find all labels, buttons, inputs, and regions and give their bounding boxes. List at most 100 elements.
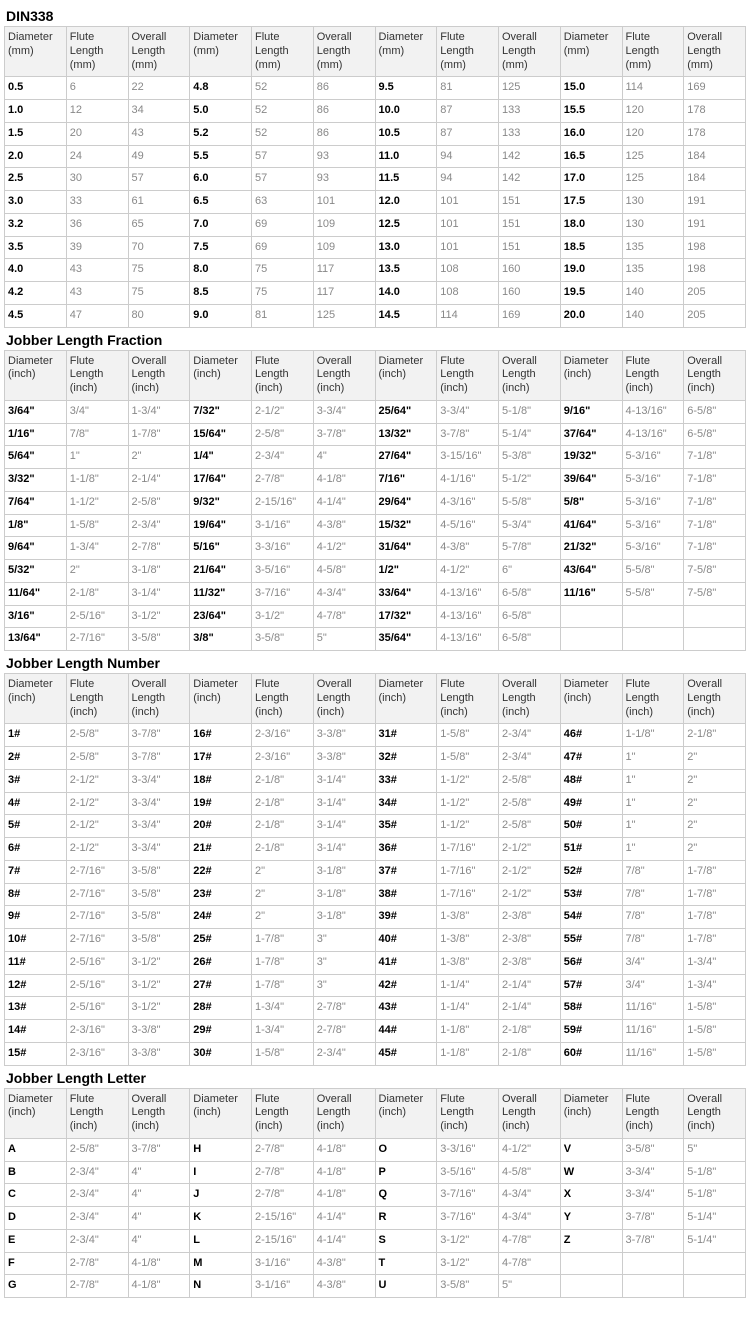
diameter-cell: R [375,1207,437,1230]
value-cell: 151 [499,213,561,236]
value-cell: 2-5/8" [66,747,128,770]
value-cell: 2-7/8" [252,469,314,492]
value-cell: 3-7/8" [313,423,375,446]
value-cell: 191 [684,213,746,236]
diameter-cell: Q [375,1184,437,1207]
col-header: Diameter (inch) [190,1088,252,1138]
table-row: 4.547809.08112514.511416920.0140205 [5,304,746,327]
diameter-cell: 13/64" [5,628,67,651]
diameter-cell: 5/16" [190,537,252,560]
value-cell: 86 [313,100,375,123]
diameter-cell: F [5,1252,67,1275]
value-cell: 86 [313,122,375,145]
value-cell: 4-3/8" [437,537,499,560]
value-cell: 2-7/8" [66,1275,128,1298]
value-cell: 2-1/4" [499,997,561,1020]
value-cell: 1-5/8" [684,997,746,1020]
value-cell: 5-3/16" [622,537,684,560]
value-cell: 3-1/4" [128,582,190,605]
value-cell: 108 [437,259,499,282]
diameter-cell: 5/64" [5,446,67,469]
diameter-cell: 56# [560,951,622,974]
value-cell: 3-5/8" [128,906,190,929]
value-cell: 4-13/16" [622,400,684,423]
diameter-cell: 16# [190,724,252,747]
value-cell: 5-5/8" [622,582,684,605]
value-cell: 34 [128,100,190,123]
value-cell: 3-5/8" [128,860,190,883]
diameter-cell: D [5,1207,67,1230]
diameter-cell: 38# [375,883,437,906]
col-header: Flute Length (inch) [622,1088,684,1138]
value-cell: 5-3/16" [622,446,684,469]
diameter-cell: 43# [375,997,437,1020]
table-row: B2-3/4"4"I2-7/8"4-1/8"P3-5/16"4-5/8"W3-3… [5,1161,746,1184]
value-cell: 2-1/4" [128,469,190,492]
value-cell: 4" [128,1229,190,1252]
value-cell: 6 [66,77,128,100]
value-cell: 1" [622,747,684,770]
value-cell: 43 [66,282,128,305]
diameter-cell: I [190,1161,252,1184]
diameter-cell: 7/32" [190,400,252,423]
diameter-cell: 18.5 [560,236,622,259]
col-header: Diameter (inch) [560,350,622,400]
value-cell: 5-1/2" [499,469,561,492]
value-cell: 3-1/2" [128,605,190,628]
table-row: 4.243758.57511714.010816019.5140205 [5,282,746,305]
value-cell: 2-1/8" [252,769,314,792]
value-cell: 3-7/16" [252,582,314,605]
diameter-cell: 45# [375,1042,437,1065]
value-cell: 3-3/4" [128,792,190,815]
value-cell: 4-1/4" [313,1207,375,1230]
value-cell: 184 [684,168,746,191]
col-header: Diameter (inch) [190,350,252,400]
col-header: Overall Length (inch) [128,350,190,400]
diameter-cell: 3# [5,769,67,792]
value-cell: 57 [128,168,190,191]
col-header: Overall Length (inch) [684,1088,746,1138]
diameter-cell: 25/64" [375,400,437,423]
value-cell: 117 [313,282,375,305]
value-cell: 1-7/8" [684,860,746,883]
value-cell: 125 [313,304,375,327]
diameter-cell: 9/64" [5,537,67,560]
diameter-cell: 7.0 [190,213,252,236]
value-cell: 2-1/2" [66,792,128,815]
value-cell: 3-3/8" [313,747,375,770]
value-cell: 1" [622,815,684,838]
value-cell: 2-3/16" [66,1042,128,1065]
diameter-cell: 43/64" [560,560,622,583]
table-row: G2-7/8"4-1/8"N3-1/16"4-3/8"U3-5/8"5" [5,1275,746,1298]
diameter-cell: 52# [560,860,622,883]
diameter-cell: 59# [560,1020,622,1043]
value-cell: 2-7/8" [252,1184,314,1207]
diameter-cell: 32# [375,747,437,770]
diameter-cell: 6.5 [190,191,252,214]
value-cell: 2-3/8" [499,951,561,974]
value-cell: 86 [313,77,375,100]
value-cell: 69 [252,213,314,236]
value-cell: 5-3/16" [622,491,684,514]
table-row: 1#2-5/8"3-7/8"16#2-3/16"3-3/8"31#1-5/8"2… [5,724,746,747]
value-cell: 4-1/8" [313,1161,375,1184]
value-cell: 1-3/4" [252,1020,314,1043]
table-row: 1/8"1-5/8"2-3/4"19/64"3-1/16"4-3/8"15/32… [5,514,746,537]
diameter-cell: 30# [190,1042,252,1065]
value-cell: 2" [252,906,314,929]
value-cell: 3-3/4" [128,815,190,838]
diameter-cell: 15/64" [190,423,252,446]
diameter-cell: 7.5 [190,236,252,259]
value-cell: 93 [313,168,375,191]
value-cell: 3-5/16" [437,1161,499,1184]
diameter-cell: 4.0 [5,259,67,282]
diameter-cell: 7/64" [5,491,67,514]
diameter-cell: 24# [190,906,252,929]
table-row: 5/64"1"2"1/4"2-3/4"4"27/64"3-15/16"5-3/8… [5,446,746,469]
value-cell: 1-1/2" [437,792,499,815]
diameter-cell: 57# [560,974,622,997]
value-cell: 5-1/4" [684,1229,746,1252]
col-header: Flute Length (mm) [66,27,128,77]
value-cell: 5-1/8" [684,1161,746,1184]
value-cell: 2-7/8" [313,997,375,1020]
